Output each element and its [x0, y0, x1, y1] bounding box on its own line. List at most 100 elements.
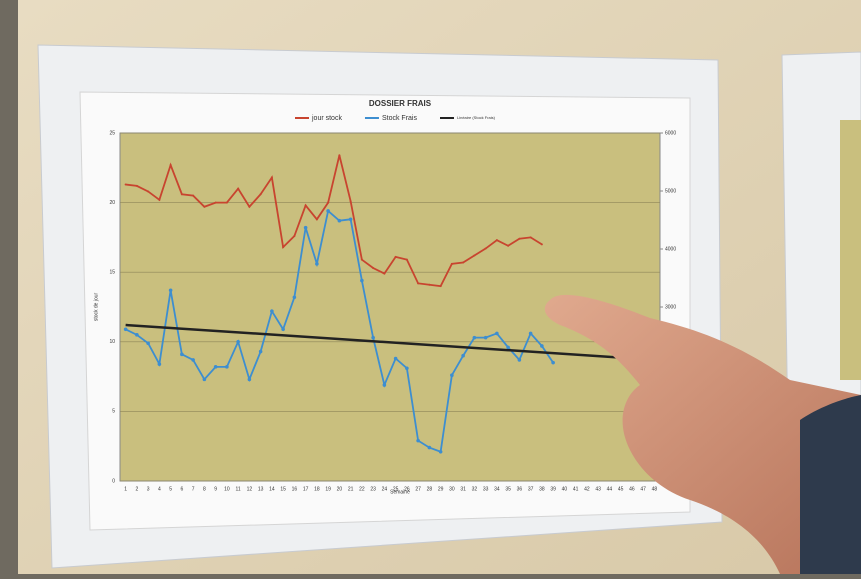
- x-tick-label: 3: [147, 486, 150, 492]
- data-point: [484, 336, 488, 340]
- data-point: [496, 239, 498, 241]
- data-point: [326, 209, 330, 213]
- x-tick-label: 35: [505, 486, 511, 492]
- x-tick-label: 47: [640, 486, 646, 492]
- data-point: [214, 365, 218, 369]
- x-tick-label: 22: [359, 486, 365, 492]
- data-point: [315, 262, 319, 266]
- y-tick-label: 5: [112, 409, 115, 415]
- data-point: [383, 383, 387, 387]
- second-plot: [840, 120, 861, 380]
- data-point: [350, 200, 352, 202]
- x-tick-label: 20: [337, 486, 343, 492]
- data-point: [270, 309, 274, 313]
- x-tick-label: 28: [427, 486, 433, 492]
- data-point: [529, 332, 533, 336]
- data-point: [125, 184, 127, 186]
- x-tick-label: 23: [370, 486, 376, 492]
- data-point: [338, 154, 340, 156]
- x-tick-label: 8: [203, 486, 206, 492]
- data-point: [541, 243, 543, 245]
- legend-label: Stock Frais: [382, 115, 418, 122]
- data-point: [158, 362, 162, 366]
- data-point: [439, 450, 443, 454]
- data-point: [507, 245, 509, 247]
- data-point: [281, 327, 285, 331]
- y-tick-label: 0: [112, 478, 115, 484]
- x-tick-label: 18: [314, 486, 320, 492]
- data-point: [135, 333, 139, 337]
- x-tick-label: 34: [494, 486, 500, 492]
- x-tick-label: 45: [618, 486, 624, 492]
- x-tick-label: 32: [472, 486, 478, 492]
- x-tick-label: 6: [180, 486, 183, 492]
- data-point: [406, 259, 408, 261]
- data-point: [473, 254, 475, 256]
- x-tick-label: 9: [214, 486, 217, 492]
- data-point: [451, 263, 453, 265]
- data-point: [416, 439, 420, 443]
- x-tick-label: 2: [135, 486, 138, 492]
- data-point: [551, 361, 555, 365]
- data-point: [394, 357, 398, 361]
- x-tick-label: 48: [652, 486, 658, 492]
- data-point: [226, 202, 228, 204]
- data-point: [305, 204, 307, 206]
- x-tick-label: 33: [483, 486, 489, 492]
- data-point: [170, 164, 172, 166]
- data-point: [327, 202, 329, 204]
- legend-label: Linéaire (Stock Frais): [457, 115, 496, 120]
- data-point: [293, 235, 295, 237]
- data-point: [395, 256, 397, 258]
- data-point: [237, 188, 239, 190]
- data-point: [417, 282, 419, 284]
- chart-title: DOSSIER FRAIS: [369, 99, 432, 108]
- data-point: [191, 358, 195, 362]
- y-tick-label: 20: [109, 200, 115, 206]
- data-point: [282, 246, 284, 248]
- x-tick-label: 13: [258, 486, 264, 492]
- x-tick-label: 17: [303, 486, 309, 492]
- data-point: [428, 446, 432, 450]
- data-point: [225, 365, 229, 369]
- data-point: [349, 218, 353, 222]
- data-point: [530, 236, 532, 238]
- data-point: [495, 332, 499, 336]
- data-point: [293, 295, 297, 299]
- data-point: [316, 218, 318, 220]
- data-point: [338, 219, 342, 223]
- data-point: [260, 193, 262, 195]
- x-tick-label: 11: [236, 486, 241, 492]
- data-point: [506, 346, 510, 350]
- data-point: [371, 336, 375, 340]
- y-tick-label: 25: [109, 130, 115, 136]
- photo: DOSSIER FRAIS Semaine stock de jour 0510…: [0, 0, 861, 574]
- data-point: [473, 336, 477, 340]
- x-tick-label: 7: [192, 486, 195, 492]
- x-tick-label: 36: [517, 486, 523, 492]
- x-tick-label: 40: [562, 486, 568, 492]
- x-tick-label: 10: [224, 486, 230, 492]
- x-tick-label: 31: [460, 486, 466, 492]
- x-tick-label: 29: [438, 486, 444, 492]
- data-point: [485, 248, 487, 250]
- y2-tick-label: 3000: [665, 304, 676, 310]
- data-point: [461, 354, 465, 358]
- data-point: [215, 202, 217, 204]
- data-point: [372, 267, 374, 269]
- x-tick-label: 21: [348, 486, 354, 492]
- data-point: [248, 206, 250, 208]
- data-point: [203, 206, 205, 208]
- x-tick-label: 43: [595, 486, 601, 492]
- x-tick-label: 16: [292, 486, 298, 492]
- y2-tick-label: 5000: [665, 188, 676, 194]
- data-point: [361, 259, 363, 261]
- x-tick-label: 24: [382, 486, 388, 492]
- data-point: [540, 344, 544, 348]
- data-point: [259, 350, 263, 354]
- data-point: [304, 226, 308, 230]
- data-point: [192, 195, 194, 197]
- x-tick-label: 26: [404, 486, 410, 492]
- y-tick-label: 15: [109, 270, 115, 276]
- x-tick-label: 46: [629, 486, 635, 492]
